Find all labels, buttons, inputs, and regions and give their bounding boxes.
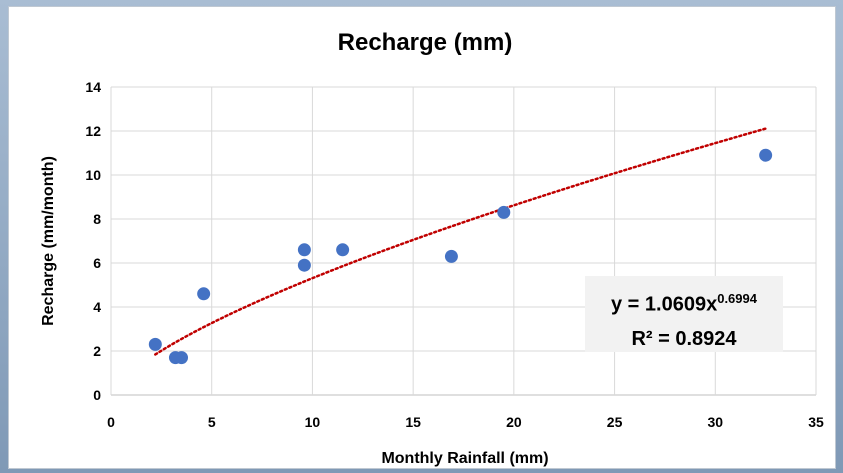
data-point xyxy=(297,258,311,272)
trendline xyxy=(154,127,767,356)
equation-line: y = 1.0609x0.6994 xyxy=(585,282,783,322)
x-tick-label: 15 xyxy=(405,414,421,430)
x-tick-label: 30 xyxy=(707,414,723,430)
data-point xyxy=(148,337,162,351)
y-tick-label: 4 xyxy=(93,299,101,315)
data-point xyxy=(297,243,311,257)
x-tick-label: 5 xyxy=(208,414,216,430)
y-tick-label: 8 xyxy=(93,211,101,227)
data-point xyxy=(336,243,350,257)
y-tick-label: 12 xyxy=(85,123,101,139)
y-tick-label: 14 xyxy=(85,79,101,95)
tick-labels: 0 2 4 6 8 10 12 14 0 5 10 15 20 25 30 35 xyxy=(85,79,824,430)
r-squared: R² = 0.8924 xyxy=(631,327,737,350)
y-tick-label: 2 xyxy=(93,343,101,359)
data-point xyxy=(497,205,511,219)
y-tick-label: 10 xyxy=(85,167,101,183)
x-tick-label: 0 xyxy=(107,414,115,430)
data-point xyxy=(175,351,188,365)
y-tick-label: 0 xyxy=(93,387,101,403)
x-axis-title: Monthly Rainfall (mm) xyxy=(381,450,548,467)
data-points xyxy=(148,148,773,365)
equation-exponent: 0.6994 xyxy=(717,291,757,306)
trendline-equation-box: y = 1.0609x0.6994 R² = 0.8924 xyxy=(585,276,783,352)
x-tick-label: 20 xyxy=(506,414,522,430)
x-tick-label: 10 xyxy=(305,414,321,430)
y-axis-title: Recharge (mm/month) xyxy=(40,156,57,326)
x-tick-label: 35 xyxy=(808,414,824,430)
y-tick-label: 6 xyxy=(93,255,101,271)
data-point xyxy=(759,148,773,162)
equation-base: y = 1.0609x xyxy=(611,293,718,316)
data-point xyxy=(444,249,458,263)
data-point xyxy=(197,287,211,301)
x-tick-label: 25 xyxy=(607,414,623,430)
chart-title: Recharge (mm) xyxy=(338,29,513,56)
